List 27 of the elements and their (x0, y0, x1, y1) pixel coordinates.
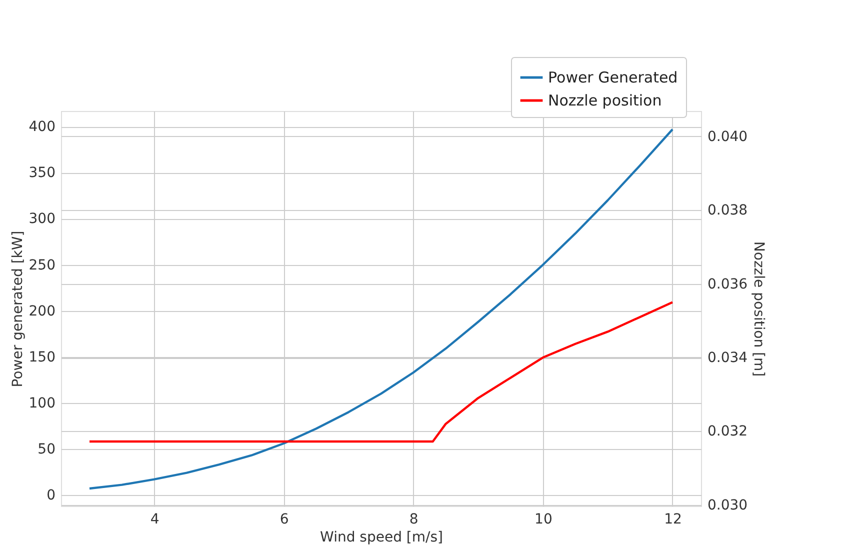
y-tick-label: 350 (28, 165, 56, 182)
x-tick-label: 12 (664, 512, 682, 528)
y2-tick-label: 0.038 (708, 202, 748, 219)
y-tick-label: 0 (46, 487, 56, 504)
y-tick-label: 400 (28, 119, 56, 136)
y-tick-label: 300 (28, 211, 56, 228)
y2-tick-label: 0.036 (708, 276, 748, 292)
y2-tick-label: 0.034 (708, 350, 748, 366)
legend-label: Nozzle position (548, 92, 662, 110)
y2-tick-label: 0.040 (708, 128, 748, 145)
y-tick-label: 250 (28, 257, 56, 274)
y-axis-title: Power generated [kW] (10, 230, 26, 388)
y2-tick-label: 0.030 (708, 497, 748, 514)
y-tick-label: 100 (28, 395, 56, 412)
y-tick-label: 200 (28, 303, 56, 320)
y-tick-label: 50 (38, 441, 56, 458)
line-series (88, 301, 674, 443)
x-tick-label: 6 (280, 512, 289, 528)
line-series (88, 128, 674, 490)
x-axis-title: Wind speed [m/s] (320, 530, 443, 546)
y2-tick-label: 0.032 (708, 424, 748, 440)
y2-axis-title: Nozzle position [m] (750, 241, 767, 377)
x-tick-label: 10 (534, 512, 552, 528)
y-tick-label: 150 (28, 349, 56, 366)
legend-label: Power Generated (548, 68, 678, 86)
x-tick-label: 4 (150, 512, 160, 528)
x-tick-label: 8 (409, 512, 418, 528)
